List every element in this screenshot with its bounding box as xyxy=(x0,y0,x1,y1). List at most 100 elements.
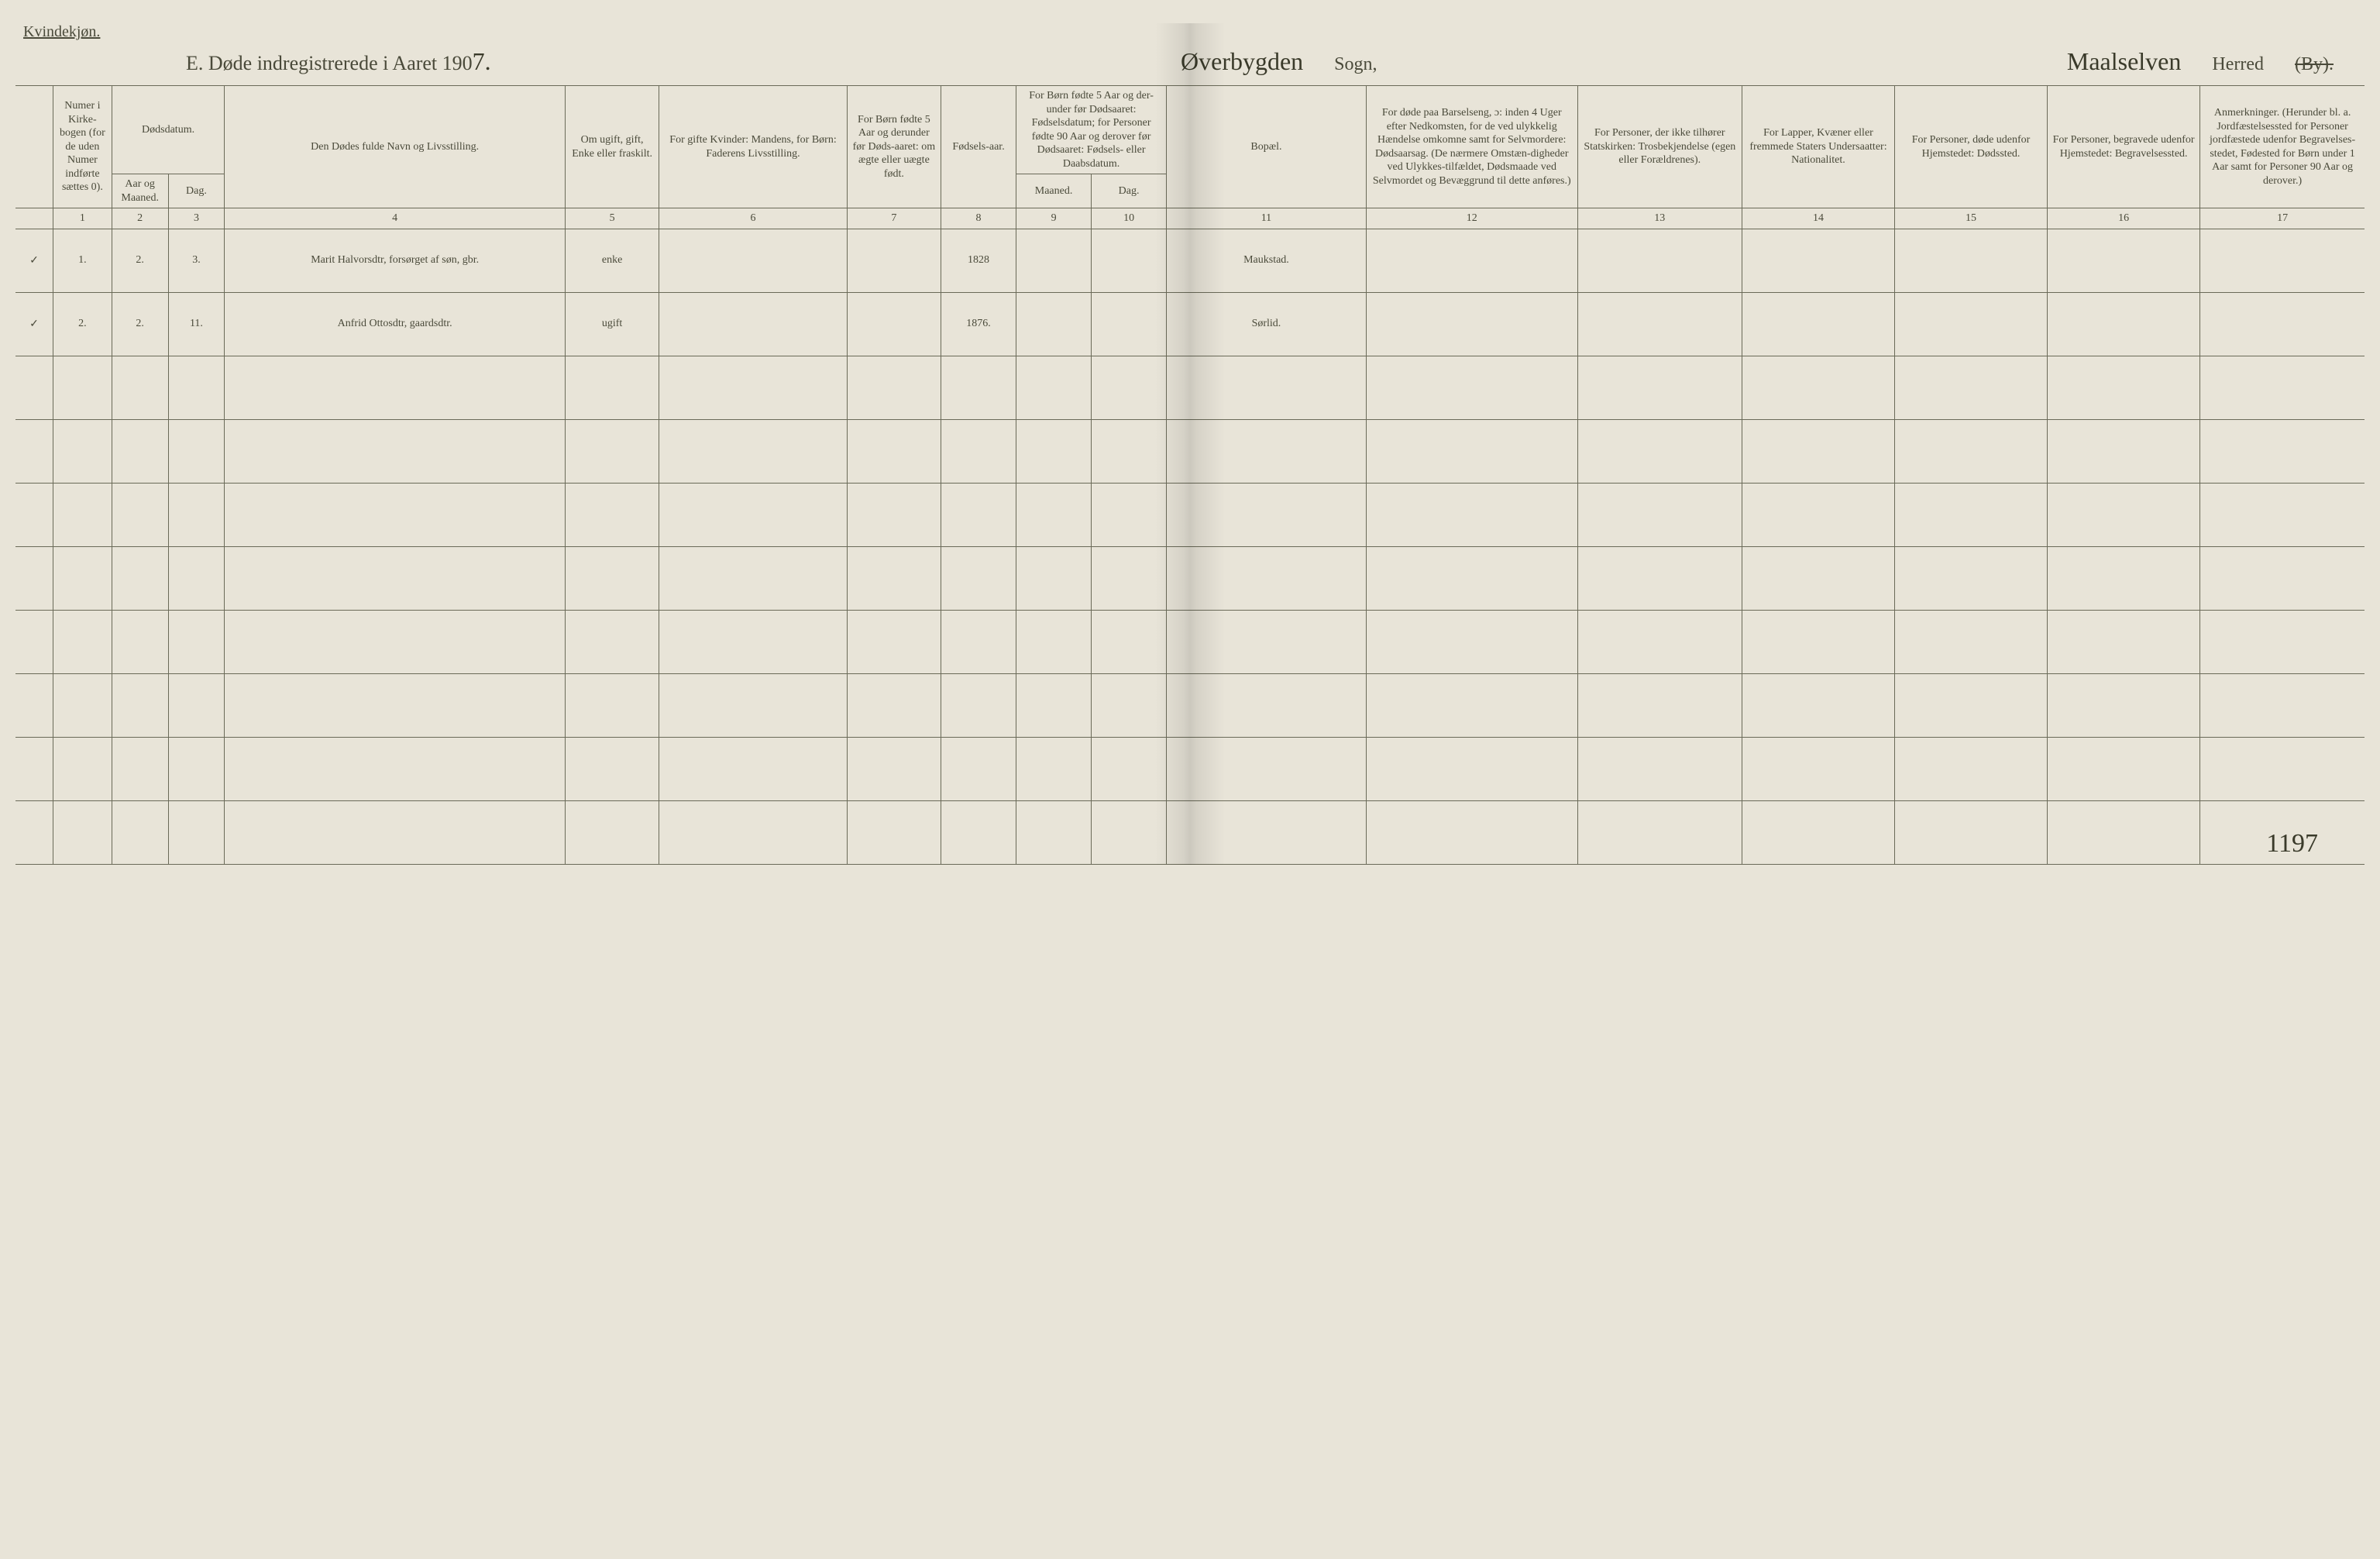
hdr-col2-top: Dødsdatum. xyxy=(112,86,225,174)
table-row: ✓1.2.3.Marit Halvorsdtr, forsørget af sø… xyxy=(15,229,2365,292)
empty-cell xyxy=(565,610,659,673)
colnum-11: 11 xyxy=(1167,208,1367,229)
empty-cell xyxy=(1366,737,1577,800)
empty-row xyxy=(15,673,2365,737)
empty-cell xyxy=(225,483,566,546)
colnum-2: 2 xyxy=(112,208,168,229)
hdr-col1: Numer i Kirke-bogen (for de uden Numer i… xyxy=(53,86,112,208)
row-col10 xyxy=(1092,229,1167,292)
empty-cell xyxy=(112,419,168,483)
empty-cell xyxy=(1742,546,1894,610)
empty-cell xyxy=(1577,419,1742,483)
colnum-1: 1 xyxy=(53,208,112,229)
empty-row xyxy=(15,356,2365,419)
empty-row xyxy=(15,483,2365,546)
empty-cell xyxy=(15,546,53,610)
empty-cell xyxy=(1092,673,1167,737)
row-day: 11. xyxy=(168,292,225,356)
empty-cell xyxy=(1167,610,1367,673)
empty-cell xyxy=(2048,737,2200,800)
empty-cell xyxy=(1092,356,1167,419)
empty-cell xyxy=(1016,610,1092,673)
empty-cell xyxy=(53,419,112,483)
row-birth-year: 1876. xyxy=(941,292,1016,356)
colnum-17: 17 xyxy=(2200,208,2365,229)
row-col12 xyxy=(1366,292,1577,356)
page-title-row: E. Døde indregistrerede i Aaret 1907. Øv… xyxy=(15,47,2365,76)
empty-cell xyxy=(941,800,1016,864)
empty-cell xyxy=(1742,610,1894,673)
row-col7 xyxy=(847,292,941,356)
empty-cell xyxy=(659,483,848,546)
empty-cell xyxy=(1577,610,1742,673)
empty-cell xyxy=(1366,800,1577,864)
page-number: 1197 xyxy=(2266,829,2318,859)
row-col6 xyxy=(659,292,848,356)
empty-cell xyxy=(15,356,53,419)
colnum-blank xyxy=(15,208,53,229)
empty-cell xyxy=(2200,483,2365,546)
empty-cell xyxy=(168,673,225,737)
empty-cell xyxy=(1895,610,2048,673)
empty-cell xyxy=(847,356,941,419)
colnum-3: 3 xyxy=(168,208,225,229)
empty-cell xyxy=(2200,610,2365,673)
empty-cell xyxy=(2200,419,2365,483)
hdr-col5: Om ugift, gift, Enke eller fraskilt. xyxy=(565,86,659,208)
empty-cell xyxy=(565,356,659,419)
empty-cell xyxy=(15,483,53,546)
column-number-row: 1 2 3 4 5 6 7 8 9 10 11 12 13 14 15 16 1… xyxy=(15,208,2365,229)
empty-cell xyxy=(659,610,848,673)
colnum-14: 14 xyxy=(1742,208,1894,229)
empty-cell xyxy=(53,356,112,419)
empty-cell xyxy=(1167,356,1367,419)
empty-cell xyxy=(2048,800,2200,864)
empty-row xyxy=(15,800,2365,864)
title-printed-prefix: E. Døde indregistrerede i Aaret 190 xyxy=(186,52,473,74)
empty-cell xyxy=(225,546,566,610)
empty-row xyxy=(15,419,2365,483)
empty-cell xyxy=(565,419,659,483)
empty-cell xyxy=(53,483,112,546)
empty-cell xyxy=(1016,419,1092,483)
empty-cell xyxy=(1016,546,1092,610)
colnum-10: 10 xyxy=(1092,208,1167,229)
empty-cell xyxy=(1167,800,1367,864)
empty-cell xyxy=(941,673,1016,737)
row-residence: Maukstad. xyxy=(1167,229,1367,292)
colnum-15: 15 xyxy=(1895,208,2048,229)
empty-cell xyxy=(225,737,566,800)
row-number: 2. xyxy=(53,292,112,356)
empty-cell xyxy=(941,610,1016,673)
empty-cell xyxy=(1577,737,1742,800)
empty-cell xyxy=(847,673,941,737)
empty-cell xyxy=(2200,546,2365,610)
empty-cell xyxy=(1366,483,1577,546)
page-title-prefix: E. Døde indregistrerede i Aaret 1907. xyxy=(186,47,491,76)
colnum-4: 4 xyxy=(225,208,566,229)
empty-cell xyxy=(847,546,941,610)
empty-cell xyxy=(168,800,225,864)
hdr-col7: For Børn fødte 5 Aar og derunder før Død… xyxy=(847,86,941,208)
colnum-16: 16 xyxy=(2048,208,2200,229)
district-handwritten: Maalselven xyxy=(2067,47,2182,76)
empty-cell xyxy=(659,673,848,737)
empty-cell xyxy=(1092,419,1167,483)
empty-cell xyxy=(225,356,566,419)
table-header: Numer i Kirke-bogen (for de uden Numer i… xyxy=(15,86,2365,229)
empty-cell xyxy=(112,800,168,864)
empty-cell xyxy=(1167,673,1367,737)
empty-cell xyxy=(1895,483,2048,546)
empty-cell xyxy=(941,546,1016,610)
empty-cell xyxy=(1895,546,2048,610)
row-birth-year: 1828 xyxy=(941,229,1016,292)
empty-row xyxy=(15,610,2365,673)
empty-cell xyxy=(659,737,848,800)
empty-cell xyxy=(2048,546,2200,610)
empty-cell xyxy=(225,419,566,483)
empty-cell xyxy=(941,737,1016,800)
empty-cell xyxy=(1092,546,1167,610)
table-body: ✓1.2.3.Marit Halvorsdtr, forsørget af sø… xyxy=(15,229,2365,864)
empty-cell xyxy=(1577,356,1742,419)
row-month: 2. xyxy=(112,229,168,292)
